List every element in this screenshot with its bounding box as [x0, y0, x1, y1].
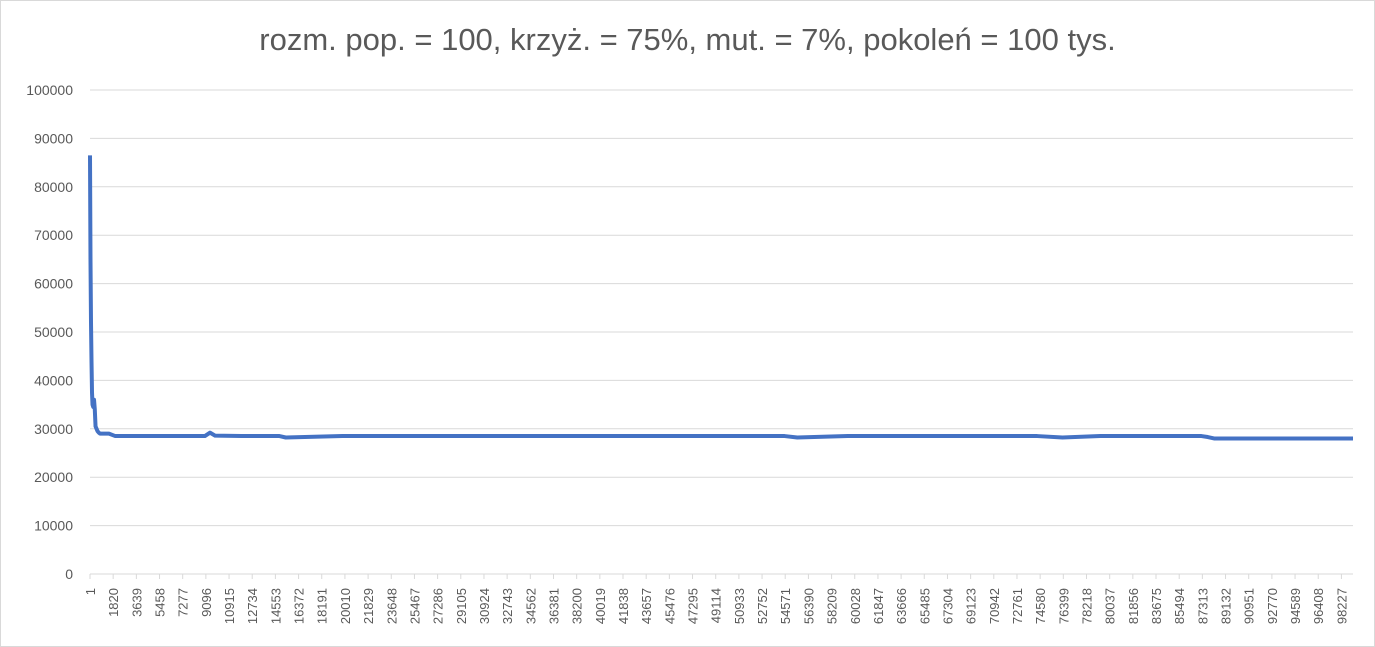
- x-tick-label: 38200: [570, 588, 585, 624]
- y-axis-tick-labels: 0 10000 20000 30000 40000 50000 60000 70000 8000…: [26, 82, 73, 582]
- y-tick-label: 40000: [34, 372, 73, 388]
- x-tick-label: 74580: [1033, 588, 1048, 624]
- x-tick-label: 70942: [987, 588, 1002, 624]
- x-tick-label: 7277: [176, 588, 191, 617]
- x-tick-label: 14553: [268, 588, 283, 624]
- x-tick-label: 1820: [106, 588, 121, 617]
- x-tick-label: 16372: [292, 588, 307, 624]
- x-tick-label: 21829: [361, 588, 376, 624]
- x-tick-label: 29105: [454, 588, 469, 624]
- x-tick-label: 50933: [732, 588, 747, 624]
- x-tick-label: 25467: [407, 588, 422, 624]
- x-tick-label: 20010: [338, 588, 353, 624]
- y-tick-label: 50000: [34, 324, 73, 340]
- x-tick-label: 49114: [709, 588, 724, 623]
- x-tick-label: 72761: [1010, 588, 1025, 624]
- x-tick-label: 96408: [1311, 588, 1326, 624]
- x-tick-label: 52752: [755, 588, 770, 624]
- x-tick-label: 10915: [222, 588, 237, 624]
- y-tick-label: 0: [65, 566, 73, 582]
- x-tick-label: 43657: [639, 588, 654, 624]
- y-tick-label: 10000: [34, 518, 73, 534]
- x-tick-label: 92770: [1265, 588, 1280, 624]
- x-tick-label: 69123: [964, 588, 979, 624]
- x-tick-label: 85494: [1172, 588, 1187, 624]
- y-tick-label: 100000: [26, 82, 73, 98]
- x-tick-label: 12734: [245, 588, 260, 624]
- x-tick-label: 23648: [384, 588, 399, 624]
- x-tick-label: 5458: [153, 588, 168, 617]
- x-tick-label: 61847: [871, 588, 886, 624]
- y-tick-label: 90000: [34, 130, 73, 146]
- x-tick-label: 47295: [686, 588, 701, 624]
- x-tick-label: 3639: [129, 588, 144, 617]
- x-tick-label: 80037: [1103, 588, 1118, 624]
- x-tick-label: 81856: [1126, 588, 1141, 624]
- series-group: [88, 155, 1353, 441]
- x-tick-label: 36381: [546, 588, 561, 624]
- y-tick-label: 30000: [34, 421, 73, 437]
- x-tick-label: 98227: [1334, 588, 1349, 624]
- x-tick-label: 9096: [199, 588, 214, 617]
- x-tick-label: 60028: [848, 588, 863, 624]
- x-tick-label: 58209: [825, 588, 840, 624]
- gridlines: [90, 89, 1353, 575]
- y-tick-label: 60000: [34, 276, 73, 292]
- y-tick-label: 70000: [34, 227, 73, 243]
- x-tick-label: 83675: [1149, 588, 1164, 624]
- x-tick-label: 40019: [593, 588, 608, 624]
- x-tick-label: 34562: [523, 588, 538, 624]
- x-tick-label: 90951: [1242, 588, 1257, 624]
- x-tick-label: 54571: [778, 588, 793, 624]
- x-tick-label: 78218: [1079, 588, 1094, 624]
- x-tick-label: 45476: [662, 588, 677, 624]
- x-tick-label: 41838: [616, 588, 631, 624]
- y-tick-label: 20000: [34, 469, 73, 485]
- x-tick-label: 63666: [894, 588, 909, 624]
- x-tick-label: 1: [83, 588, 98, 595]
- series-line-0: [88, 155, 1353, 441]
- x-tick-label: 76399: [1056, 588, 1071, 624]
- x-tick-label: 94589: [1288, 588, 1303, 624]
- x-tick-label: 30924: [477, 588, 492, 624]
- x-tick-label: 89132: [1219, 588, 1234, 624]
- x-tick-label: 67304: [940, 588, 955, 624]
- y-tick-label: 80000: [34, 179, 73, 195]
- x-tick-label: 87313: [1195, 588, 1210, 624]
- chart-title: rozm. pop. = 100, krzyż. = 75%, mut. = 7…: [259, 22, 1116, 57]
- x-tick-label: 32743: [500, 588, 515, 624]
- x-tick-label: 27286: [431, 588, 446, 624]
- x-tick-label: 65485: [917, 588, 932, 624]
- x-tick-label: 56390: [801, 588, 816, 624]
- x-axis-tick-labels: 1 1820 3639 5458 7277 9096 10915 12734 14553 1637…: [83, 574, 1349, 624]
- x-tick-label: 18191: [315, 588, 330, 624]
